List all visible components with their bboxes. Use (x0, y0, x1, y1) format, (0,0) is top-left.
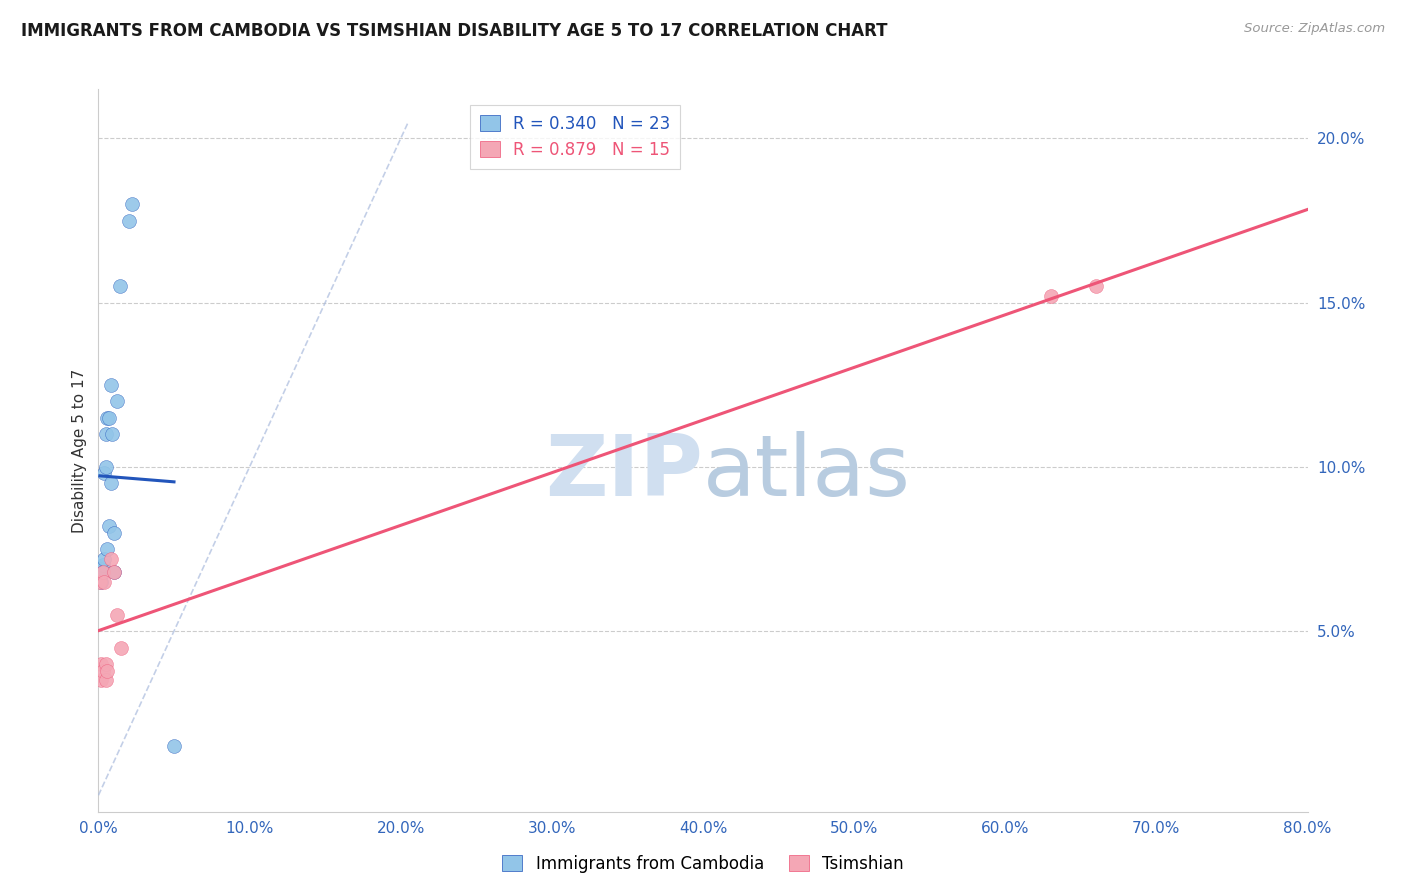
Point (118, 213, 141, 227)
Point (108, 279, 131, 293)
Point (90, 657, 112, 671)
Text: Source: ZipAtlas.com: Source: ZipAtlas.com (1244, 22, 1385, 36)
Point (91, 565, 114, 579)
Legend: Immigrants from Cambodia, Tsimshian: Immigrants from Cambodia, Tsimshian (495, 848, 911, 880)
Point (96, 410, 118, 425)
Point (91, 664, 114, 678)
Point (89, 574, 111, 589)
Point (98, 410, 121, 425)
Legend: R = 0.340   N = 23, R = 0.879   N = 15: R = 0.340 N = 23, R = 0.879 N = 15 (470, 104, 681, 169)
Point (93, 467, 115, 481)
Point (94, 657, 117, 671)
Point (101, 427, 124, 442)
Y-axis label: Disability Age 5 to 17: Disability Age 5 to 17 (72, 368, 87, 533)
Point (100, 551, 122, 566)
Point (105, 394, 128, 409)
Point (103, 525, 125, 540)
Point (100, 476, 122, 491)
Point (93, 574, 115, 589)
Point (90, 562, 112, 576)
Point (93, 551, 115, 566)
Point (110, 640, 132, 655)
Point (94, 673, 117, 688)
Point (100, 377, 122, 392)
Point (94, 459, 117, 474)
Point (1039, 289, 1062, 303)
Point (121, 197, 143, 211)
Point (96, 664, 118, 678)
Point (90, 574, 112, 589)
Point (91, 565, 114, 579)
Text: IMMIGRANTS FROM CAMBODIA VS TSIMSHIAN DISABILITY AGE 5 TO 17 CORRELATION CHART: IMMIGRANTS FROM CAMBODIA VS TSIMSHIAN DI… (21, 22, 887, 40)
Point (1085, 279, 1108, 293)
Point (96, 541, 118, 556)
Point (105, 607, 128, 622)
Point (91, 558, 114, 573)
Point (94, 427, 117, 442)
Text: ZIP: ZIP (546, 431, 703, 514)
Point (163, 739, 186, 753)
Point (98, 519, 121, 533)
Point (103, 565, 125, 579)
Point (103, 565, 125, 579)
Point (89, 565, 111, 579)
Text: atlas: atlas (703, 431, 911, 514)
Point (90, 673, 112, 688)
